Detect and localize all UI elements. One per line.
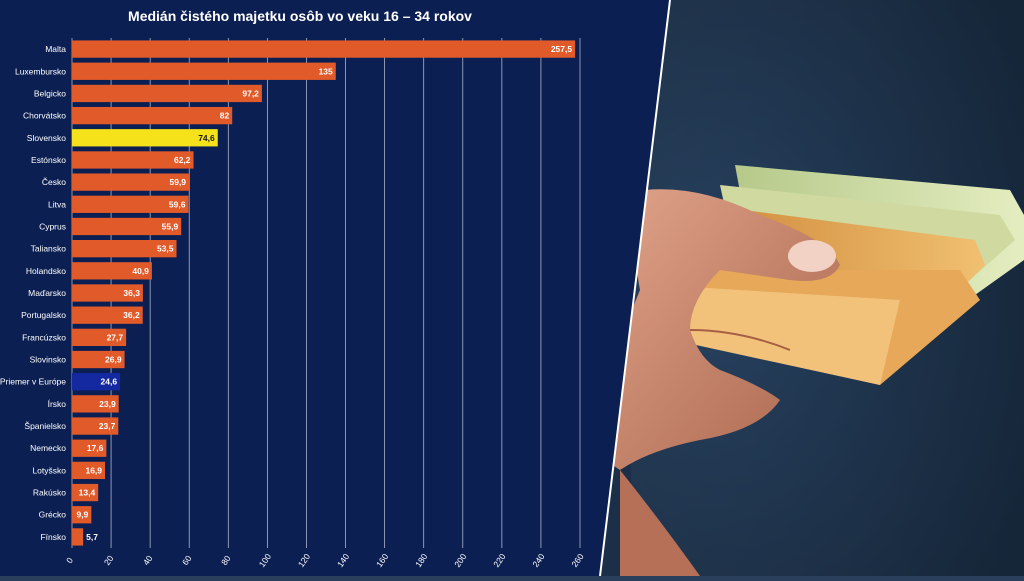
bar (72, 461, 106, 480)
value-label: 17,6 (87, 443, 104, 453)
category-label: Lotyšsko (32, 465, 66, 475)
value-label: 82 (220, 111, 230, 121)
value-label: 23,9 (99, 399, 116, 409)
value-label: 62,2 (174, 155, 191, 165)
x-tick-label: 160 (374, 551, 390, 569)
x-tick-label: 0 (64, 555, 75, 565)
bar (72, 373, 121, 391)
value-label: 27,7 (107, 332, 124, 342)
value-label: 16,9 (85, 465, 102, 475)
category-label: Slovensko (27, 133, 66, 143)
category-label: Írsko (48, 399, 67, 409)
bar (72, 328, 127, 346)
x-tick-label: 100 (257, 551, 273, 569)
x-tick-label: 40 (141, 553, 155, 567)
bar (72, 350, 125, 369)
category-label: Česko (42, 177, 66, 187)
value-label: 74,6 (198, 133, 215, 143)
bar (72, 129, 218, 147)
value-label: 40,9 (132, 266, 149, 276)
category-label: Rakúsko (33, 488, 66, 498)
category-label: Francúzsko (22, 332, 66, 342)
x-tick-label: 240 (530, 551, 546, 569)
chart-title: Medián čistého majetku osôb vo veku 16 –… (128, 8, 472, 24)
category-label: Priemer v Európe (0, 377, 66, 387)
bar (72, 106, 233, 125)
category-label: Malta (45, 44, 66, 54)
bar (72, 195, 189, 213)
value-label: 5,7 (86, 532, 98, 542)
value-label: 9,9 (77, 510, 89, 520)
value-label: 26,9 (105, 355, 122, 365)
value-label: 53,5 (157, 244, 174, 254)
x-tick-label: 20 (102, 553, 116, 567)
bar (72, 439, 107, 457)
category-label: Taliansko (31, 244, 67, 254)
x-tick-label: 120 (296, 551, 312, 569)
x-tick-label: 220 (491, 551, 507, 569)
x-tick-label: 260 (569, 551, 585, 569)
bar (72, 217, 182, 236)
bar (72, 506, 92, 524)
category-label: Fínsko (40, 532, 66, 542)
category-label: Belgicko (34, 88, 66, 98)
value-label: 97,2 (242, 88, 259, 98)
category-label: Holandsko (26, 266, 66, 276)
bar (72, 173, 190, 191)
value-label: 13,4 (79, 488, 96, 498)
bar (72, 483, 99, 502)
bar (72, 395, 119, 413)
category-label: Chorvátsko (23, 111, 66, 121)
bar (72, 284, 143, 302)
x-tick-label: 60 (180, 553, 194, 567)
value-label: 23,7 (99, 421, 116, 431)
bar (72, 62, 336, 80)
x-tick-label: 180 (413, 551, 429, 569)
category-label: Cyprus (39, 221, 66, 231)
value-label: 36,2 (123, 310, 140, 320)
category-label: Grécko (39, 510, 67, 520)
x-tick-label: 140 (335, 551, 351, 569)
bar (72, 306, 143, 324)
value-label: 59,6 (169, 199, 186, 209)
bar (72, 84, 262, 103)
chart-panel: Medián čistého majetku osôb vo veku 16 –… (0, 0, 670, 576)
bar (72, 262, 152, 280)
bar (72, 417, 119, 435)
x-tick-label: 80 (219, 553, 233, 567)
value-label: 135 (319, 66, 333, 76)
bar-chart: Malta 257,5 Luxembursko 135 Belgicko 97,2 Chor… (0, 38, 586, 569)
bar (72, 528, 84, 546)
x-tick-label: 200 (452, 551, 468, 569)
bar (72, 240, 177, 258)
category-label: Litva (48, 199, 66, 209)
value-label: 55,9 (162, 221, 179, 231)
category-label: Nemecko (30, 443, 66, 453)
value-label: 257,5 (551, 44, 573, 54)
category-label: Španielsko (24, 421, 66, 431)
value-label: 36,3 (123, 288, 140, 298)
value-label: 59,9 (169, 177, 186, 187)
category-label: Portugalsko (21, 310, 66, 320)
category-label: Slovinsko (30, 355, 67, 365)
category-label: Maďarsko (28, 288, 66, 298)
category-label: Estónsko (31, 155, 66, 165)
value-label: 24,6 (101, 377, 118, 387)
bar (72, 40, 576, 58)
category-label: Luxembursko (15, 66, 66, 76)
bar (72, 151, 194, 169)
